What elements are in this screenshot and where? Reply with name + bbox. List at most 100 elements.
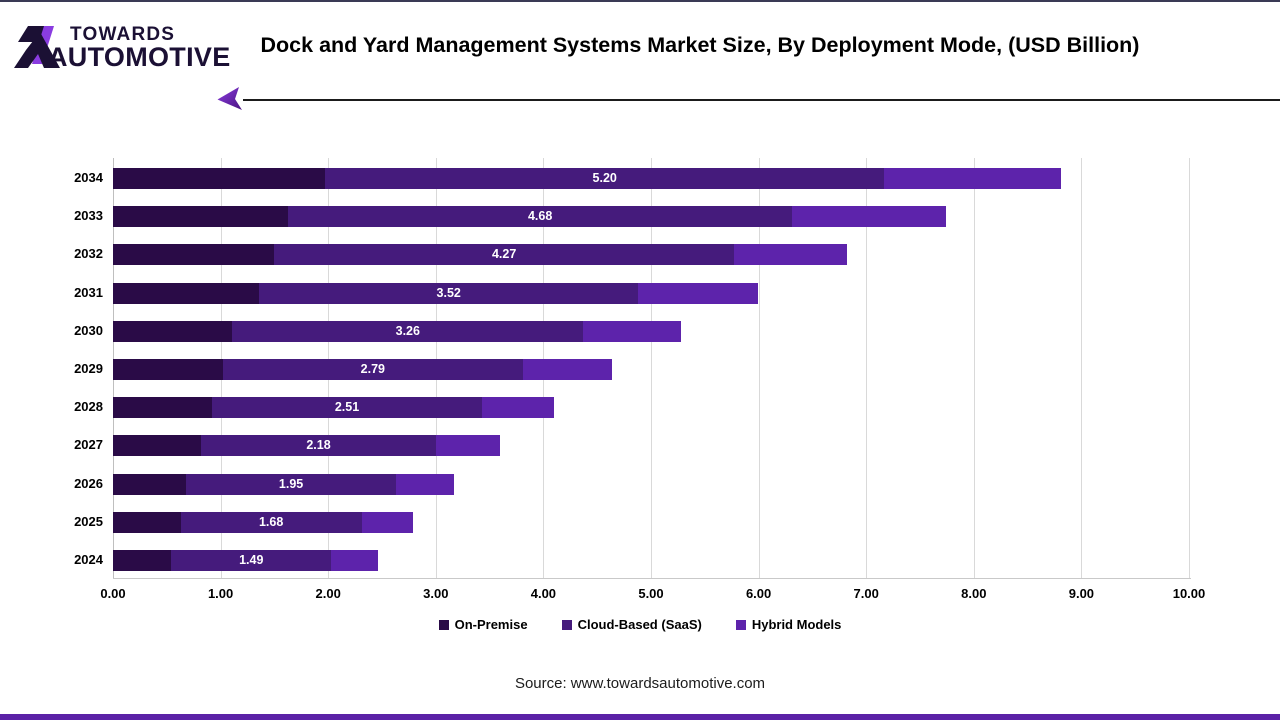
bar-segment-on-premise[interactable] (113, 282, 260, 304)
bar-segment-on-premise[interactable] (113, 550, 172, 571)
bar-segment-cloud-based-saas[interactable] (186, 473, 396, 495)
legend-label: Hybrid Models (751, 617, 842, 632)
header-accent-line (243, 99, 1280, 101)
bar-row[interactable]: 2028 2.51 (0, 389, 1280, 425)
bar-row[interactable]: 2034 5.20 (0, 160, 1280, 196)
bar-segment-on-premise[interactable] (113, 206, 289, 228)
source-caption: Source: www.towardsautomotive.com (514, 675, 766, 692)
stacked-bar[interactable]: 3.52 (113, 282, 758, 304)
legend-item[interactable]: Hybrid Models (735, 617, 842, 632)
bar-segment-on-premise[interactable] (113, 320, 233, 342)
bar-segment-cloud-based-saas[interactable] (180, 511, 362, 533)
bar-row[interactable]: 2031 3.52 (0, 275, 1280, 311)
bar-segment-hybrid-models[interactable] (522, 359, 613, 380)
x-axis-tick-label: 4.00 (530, 586, 557, 601)
x-axis-tick-label: 8.00 (961, 586, 987, 601)
stacked-bar[interactable]: 4.27 (113, 244, 847, 266)
bar-segment-hybrid-models[interactable] (482, 397, 555, 419)
bar-segment-cloud-based-saas[interactable] (324, 168, 885, 189)
y-axis-category-label: 2030 (74, 322, 103, 338)
chart-title-line-2: (USD Billion) (1008, 33, 1140, 57)
bar-segment-cloud-based-saas[interactable] (201, 435, 436, 457)
x-axis-tick-label: 2.00 (315, 586, 341, 601)
gridline-9.00 (1081, 158, 1083, 578)
bar-segment-cloud-based-saas[interactable] (211, 397, 483, 419)
bar-segment-hybrid-models[interactable] (638, 282, 758, 304)
y-axis-category-label: 2026 (74, 475, 103, 491)
bar-segment-hybrid-models[interactable] (331, 550, 378, 571)
y-axis-category-label: 2032 (74, 246, 103, 262)
bar-segment-on-premise[interactable] (113, 359, 223, 380)
stacked-bar[interactable]: 3.26 (113, 320, 682, 342)
bar-segment-cloud-based-saas[interactable] (274, 244, 734, 266)
chart-legend: On-Premise Cloud-Based (SaaS) Hybrid Model… (0, 617, 1280, 632)
x-axis-tick-label: 9.00 (1068, 586, 1095, 601)
chart-title-line-1: Dock and Yard Management Systems Market … (260, 33, 1003, 57)
bar-row[interactable]: 2024 1.49 (0, 542, 1280, 578)
y-axis-category-label: 2027 (74, 437, 103, 453)
bar-segment-hybrid-models[interactable] (435, 435, 501, 457)
x-axis-tick-label: 1.00 (207, 586, 234, 601)
stacked-bar[interactable]: 2.51 (113, 397, 555, 419)
y-axis-category-label: 2025 (74, 513, 103, 529)
bar-row[interactable]: 2032 4.27 (0, 236, 1280, 272)
bar-segment-cloud-based-saas[interactable] (288, 206, 792, 228)
stacked-bar[interactable]: 1.49 (113, 550, 378, 571)
bar-segment-on-premise[interactable] (113, 435, 202, 457)
bar-segment-on-premise[interactable] (113, 511, 181, 533)
logo-word-automotive: AUTOMOTIVE (48, 42, 231, 72)
legend-label: Cloud-Based (SaaS) (577, 617, 702, 632)
bar-segment-cloud-based-saas[interactable] (171, 550, 332, 571)
legend-item[interactable]: On-Premise (438, 617, 528, 632)
bar-segment-hybrid-models[interactable] (733, 244, 847, 266)
bar-row[interactable]: 2026 1.95 (0, 466, 1280, 502)
stacked-bar[interactable]: 2.79 (113, 359, 613, 380)
y-axis-category-label: 2028 (74, 399, 103, 415)
bottom-accent-bar (0, 714, 1280, 720)
bar-segment-hybrid-models[interactable] (395, 473, 455, 495)
logo-mark-icon (14, 24, 66, 70)
chart-plot-area: 2034 5.20 2033 4.68 2032 4.27 2031 3.52 2030 3.26… (0, 150, 1280, 590)
bar-segment-hybrid-models[interactable] (361, 511, 414, 533)
bar-segment-cloud-based-saas[interactable] (259, 282, 639, 304)
gridline-7.00 (866, 158, 868, 578)
bar-segment-on-premise[interactable] (113, 168, 325, 189)
stacked-bar[interactable]: 4.68 (113, 206, 946, 228)
y-axis-category-label: 2031 (74, 284, 103, 300)
bar-row[interactable]: 2027 2.18 (0, 427, 1280, 463)
bar-row[interactable]: 2025 1.68 (0, 504, 1280, 540)
stacked-bar[interactable]: 2.18 (113, 435, 501, 457)
logo-word-towards: TOWARDS (70, 24, 176, 45)
legend-swatch-icon (438, 619, 449, 630)
bar-segment-hybrid-models[interactable] (884, 168, 1061, 189)
x-axis-tick-label: 6.00 (745, 586, 772, 601)
x-axis-baseline (113, 578, 1191, 579)
x-axis-tick-label: 7.00 (853, 586, 879, 601)
legend-swatch-icon (561, 619, 572, 630)
y-axis-category-label: 2024 (74, 552, 103, 567)
bar-row[interactable]: 2030 3.26 (0, 313, 1280, 349)
bar-segment-hybrid-models[interactable] (791, 206, 946, 228)
gridline-6.00 (758, 158, 760, 578)
bar-segment-on-premise[interactable] (113, 473, 187, 495)
stacked-bar[interactable]: 1.68 (113, 511, 414, 533)
bar-segment-on-premise[interactable] (113, 244, 275, 266)
y-axis-category-label: 2029 (74, 361, 103, 376)
stacked-bar[interactable]: 5.20 (113, 168, 1061, 189)
chart-title: Dock and Yard Management Systems Market … (250, 28, 1150, 63)
x-axis-tick-label: 5.00 (638, 586, 664, 601)
bar-segment-hybrid-models[interactable] (583, 320, 682, 342)
y-axis-category-label: 2034 (74, 170, 103, 185)
bar-row[interactable]: 2029 2.79 (0, 351, 1280, 387)
bar-segment-cloud-based-saas[interactable] (232, 320, 584, 342)
top-divider-rule (0, 0, 1280, 7)
towards-automotive-logo: TOWARDS AUTOMOTIVE (14, 22, 230, 74)
x-axis-tick-label: 0.00 (100, 586, 126, 601)
bar-segment-on-premise[interactable] (113, 397, 212, 419)
x-axis-ticks: 0.00 1.00 2.00 3.00 4.00 5.00 6.00 7.00 8.00 9.00… (0, 586, 1280, 606)
bar-row[interactable]: 2033 4.68 (0, 198, 1280, 234)
gridline-10.00 (1189, 158, 1190, 578)
legend-item[interactable]: Cloud-Based (SaaS) (561, 617, 702, 632)
stacked-bar[interactable]: 1.95 (113, 473, 455, 495)
bar-segment-cloud-based-saas[interactable] (222, 359, 523, 380)
